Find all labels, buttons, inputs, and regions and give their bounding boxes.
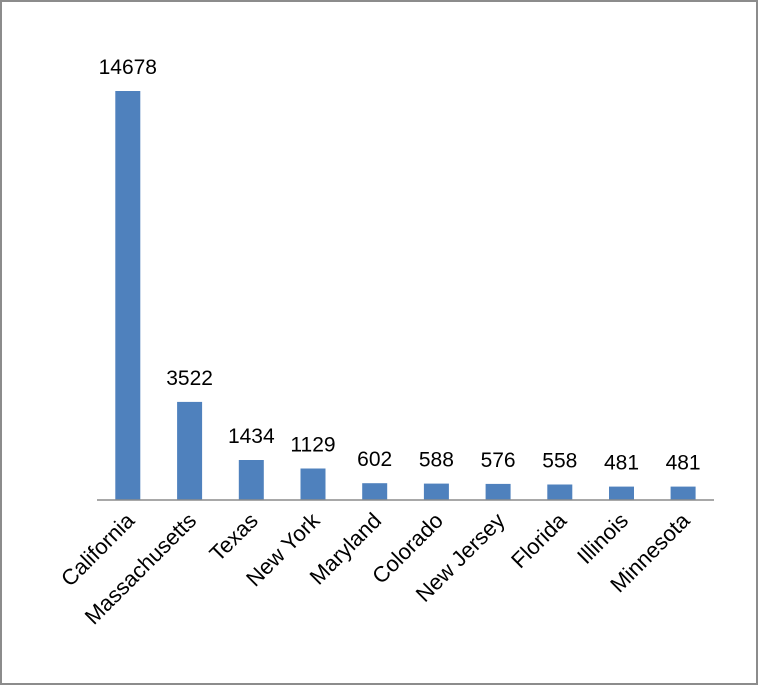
bar-minnesota	[670, 486, 696, 500]
bar-massachusetts	[177, 401, 203, 500]
bar-new-york	[300, 468, 326, 500]
data-label-maryland: 602	[357, 448, 392, 471]
data-label-new-jersey: 576	[481, 449, 516, 472]
data-label-california: 14678	[99, 56, 157, 79]
bars-layer	[115, 91, 696, 500]
x-tick-label-texas: Texas	[205, 508, 263, 566]
bar-maryland	[362, 483, 388, 500]
bar-texas	[238, 460, 264, 500]
bar-colorado	[423, 483, 449, 500]
data-label-florida: 558	[542, 450, 577, 473]
data-label-new-york: 1129	[290, 434, 335, 457]
data-label-illinois: 481	[604, 452, 639, 475]
bar-california	[115, 91, 141, 500]
x-tick-label-massachusetts: Massachusetts	[80, 508, 201, 629]
data-labels-layer: 14678 3522 1434 1129 602 588 576 558 481 481	[99, 56, 701, 475]
data-label-minnesota: 481	[666, 452, 701, 475]
data-label-colorado: 588	[419, 449, 454, 472]
data-label-massachusetts: 3522	[166, 367, 213, 390]
data-label-texas: 1434	[228, 425, 275, 448]
bar-florida	[547, 484, 573, 500]
bar-illinois	[609, 486, 634, 500]
bar-new-jersey	[485, 483, 511, 500]
x-tick-label-florida: Florida	[506, 507, 572, 573]
